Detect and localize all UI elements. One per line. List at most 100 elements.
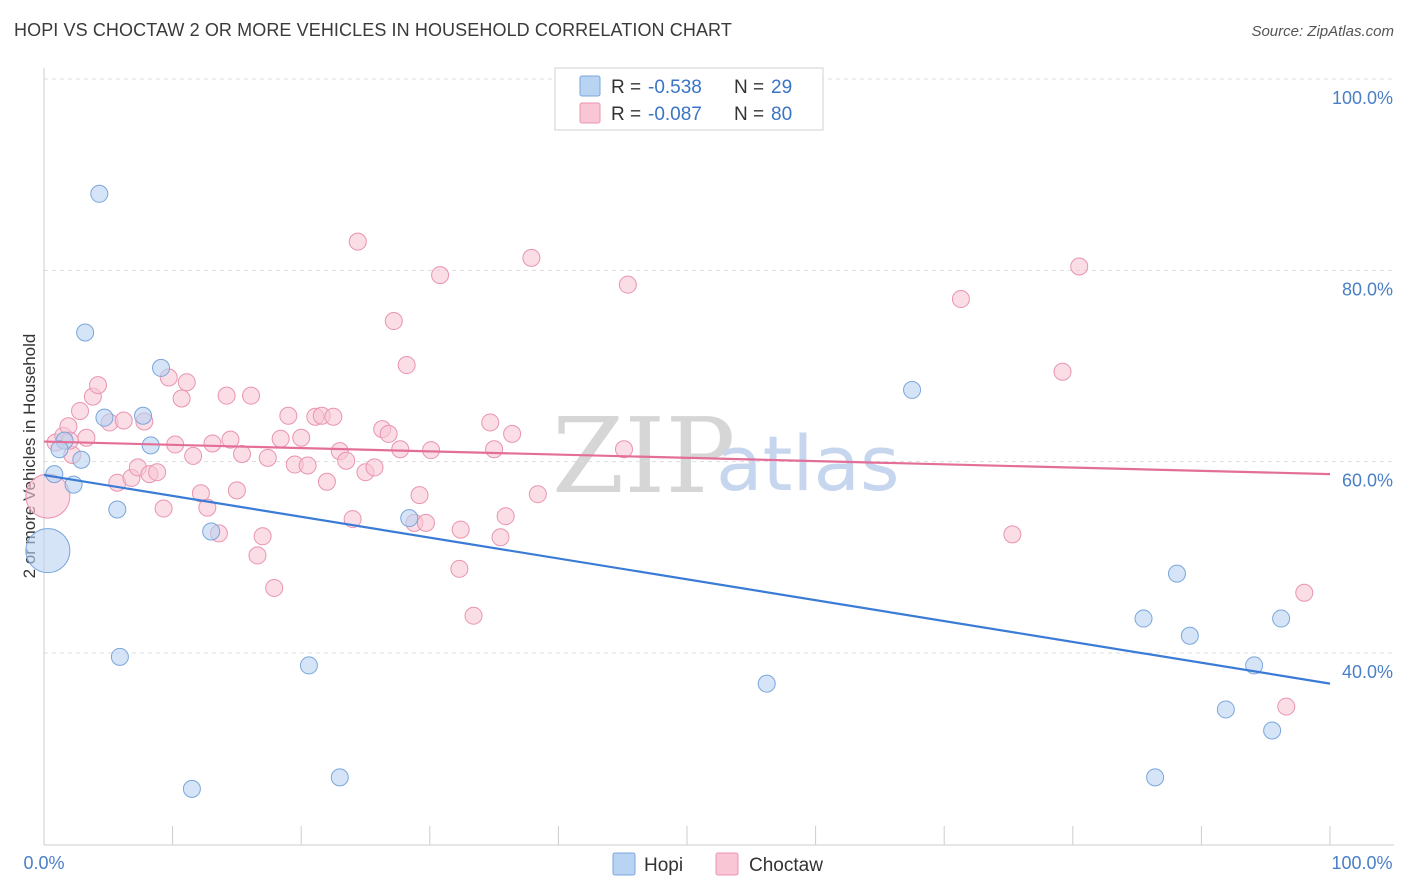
- choctaw-point: [522, 248, 541, 267]
- choctaw-point: [1003, 525, 1022, 544]
- choctaw-point: [1053, 362, 1072, 381]
- choctaw-point: [348, 232, 367, 251]
- hopi-point: [1180, 626, 1199, 645]
- hopi-point: [299, 656, 318, 675]
- choctaw-point: [365, 458, 384, 477]
- hopi-point: [1167, 564, 1186, 583]
- choctaw-point: [614, 440, 633, 459]
- y-tick-label-40: 40.0%: [1342, 662, 1393, 682]
- choctaw-point: [227, 481, 246, 500]
- hopi-point: [1134, 609, 1153, 628]
- hopi-point: [72, 450, 91, 469]
- hopi-point: [110, 647, 129, 666]
- choctaw-point: [496, 507, 515, 526]
- choctaw-point: [528, 485, 547, 504]
- hopi-point: [903, 380, 922, 399]
- y-tick-label-80: 80.0%: [1342, 279, 1393, 299]
- gridlines: [44, 78, 1394, 654]
- choctaw-point: [503, 424, 522, 443]
- choctaw-point: [298, 456, 317, 475]
- hopi-point: [1216, 700, 1235, 719]
- axes: [43, 68, 1394, 846]
- choctaw-point: [1070, 257, 1089, 276]
- choctaw-point: [172, 389, 191, 408]
- hopi-point: [108, 500, 127, 519]
- choctaw-point: [391, 440, 410, 459]
- choctaw-legend-swatch: [579, 102, 601, 124]
- hopi-legend-swatch: [579, 75, 601, 97]
- choctaw-trend-line: [43, 440, 1331, 476]
- hopi-point: [1146, 768, 1165, 787]
- choctaw-r-value: -0.087: [648, 104, 702, 125]
- choctaw-point: [177, 373, 196, 392]
- hopi-point: [757, 674, 776, 693]
- choctaw-n-value: 80: [771, 104, 792, 125]
- choctaw-point: [271, 429, 290, 448]
- hopi-n-label: N =: [734, 77, 764, 98]
- hopi-point: [25, 528, 71, 574]
- choctaw-point: [337, 451, 356, 470]
- choctaw-point: [253, 527, 272, 546]
- x-tick-marks: [43, 826, 1331, 845]
- hopi-point: [330, 768, 349, 787]
- choctaw-point: [384, 312, 403, 331]
- choctaw-point: [184, 446, 203, 465]
- hopi-series-label: Hopi: [644, 855, 683, 876]
- choctaw-point: [114, 411, 133, 430]
- hopi-point: [152, 358, 171, 377]
- choctaw-point: [148, 463, 167, 482]
- choctaw-point: [450, 559, 469, 578]
- choctaw-point: [431, 266, 450, 285]
- choctaw-point: [481, 413, 500, 432]
- choctaw-point: [410, 486, 429, 505]
- choctaw-point: [221, 430, 240, 449]
- hopi-point: [95, 408, 114, 427]
- hopi-trend-line: [43, 473, 1331, 685]
- choctaw-point: [1295, 583, 1314, 602]
- choctaw-point: [217, 386, 236, 405]
- choctaw-point: [71, 401, 90, 420]
- choctaw-point: [485, 440, 504, 459]
- hopi-point: [202, 522, 221, 541]
- hopi-point: [134, 406, 153, 425]
- x-tick-label-max: 100.0%: [1331, 853, 1392, 873]
- choctaw-point: [451, 520, 470, 539]
- hopi-point: [182, 779, 201, 798]
- hopi-r-label: R =: [611, 77, 641, 98]
- choctaw-series-label: Choctaw: [749, 855, 823, 876]
- choctaw-r-label: R =: [611, 104, 641, 125]
- y-tick-label-100: 100.0%: [1332, 88, 1393, 108]
- choctaw-point: [233, 445, 252, 464]
- choctaw-point: [397, 356, 416, 375]
- hopi-point: [90, 184, 109, 203]
- y-axis-label: 2 or more Vehicles in Household: [20, 334, 39, 579]
- choctaw-point: [951, 290, 970, 309]
- hopi-point: [1263, 721, 1282, 740]
- hopi-n-value: 29: [771, 77, 792, 98]
- hopi-r-value: -0.538: [648, 77, 702, 98]
- y-tick-label-60: 60.0%: [1342, 471, 1393, 491]
- choctaw-point: [618, 275, 637, 294]
- choctaw-point: [317, 472, 336, 491]
- hopi-point: [1272, 609, 1291, 628]
- choctaw-point: [324, 407, 343, 426]
- choctaw-point: [379, 424, 398, 443]
- choctaw-point: [89, 376, 108, 395]
- choctaw-point: [265, 578, 284, 597]
- hopi-point: [50, 440, 69, 459]
- choctaw-n-label: N =: [734, 104, 764, 125]
- x-tick-label-min: 0.0%: [23, 853, 64, 873]
- choctaw-point: [491, 528, 510, 547]
- choctaw-series-swatch: [715, 852, 739, 876]
- choctaw-point: [154, 499, 173, 518]
- stats-legend: R = -0.538 N = 29 R = -0.087 N = 80: [554, 67, 824, 131]
- y-tick-labels: 40.0% 60.0% 80.0% 100.0%: [1332, 88, 1393, 682]
- choctaw-point: [203, 434, 222, 453]
- choctaw-point: [258, 448, 277, 467]
- choctaw-point: [248, 546, 267, 565]
- chart-title: HOPI VS CHOCTAW 2 OR MORE VEHICLES IN HO…: [14, 20, 732, 40]
- choctaw-point: [292, 428, 311, 447]
- hopi-point: [76, 323, 95, 342]
- hopi-series-swatch: [612, 852, 636, 876]
